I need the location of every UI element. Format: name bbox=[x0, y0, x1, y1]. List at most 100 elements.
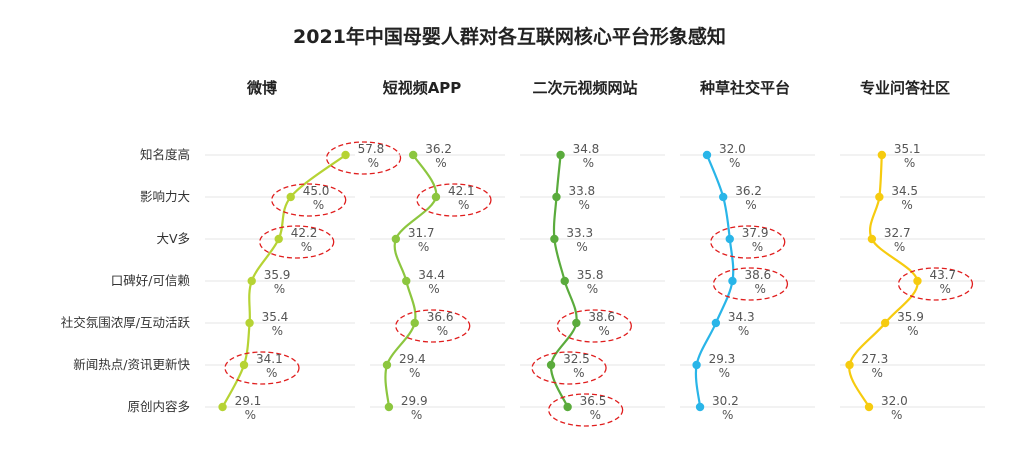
data-point bbox=[556, 150, 565, 160]
panel-title: 种草社交平台 bbox=[699, 79, 790, 97]
highlight-ellipse bbox=[531, 351, 607, 385]
data-label: 36.2 bbox=[425, 142, 452, 156]
data-label-unit: % bbox=[598, 324, 609, 338]
data-label-unit: % bbox=[901, 198, 912, 212]
highlight-ellipse bbox=[710, 225, 786, 259]
data-label: 42.2 bbox=[291, 226, 318, 240]
data-point bbox=[391, 234, 401, 244]
data-point bbox=[410, 318, 419, 328]
data-label-unit: % bbox=[313, 198, 324, 212]
highlight-ellipse bbox=[897, 267, 974, 301]
data-point bbox=[274, 234, 283, 244]
data-label-unit: % bbox=[576, 240, 587, 254]
row-label: 影响力大 bbox=[140, 189, 190, 204]
data-label: 33.3 bbox=[566, 226, 593, 240]
data-point bbox=[845, 360, 854, 370]
data-label-unit: % bbox=[435, 156, 446, 170]
data-label-unit: % bbox=[583, 156, 594, 170]
data-point bbox=[546, 360, 556, 370]
data-label-unit: % bbox=[891, 408, 902, 422]
data-label-unit: % bbox=[729, 156, 740, 170]
highlight-ellipse bbox=[224, 351, 300, 385]
data-label-unit: % bbox=[578, 198, 589, 212]
row-label: 原创内容多 bbox=[127, 399, 190, 414]
row-label: 口碑好/可信赖 bbox=[111, 273, 191, 288]
data-label: 57.8 bbox=[358, 142, 385, 156]
data-point bbox=[245, 318, 254, 328]
data-point bbox=[880, 318, 890, 328]
data-point bbox=[560, 276, 569, 286]
data-label-unit: % bbox=[274, 282, 285, 296]
data-label: 34.1 bbox=[256, 352, 283, 366]
data-label: 36.2 bbox=[735, 184, 762, 198]
data-point bbox=[867, 234, 877, 244]
data-point bbox=[864, 402, 874, 412]
data-label: 34.4 bbox=[418, 268, 445, 282]
data-label: 34.5 bbox=[891, 184, 918, 198]
data-label-unit: % bbox=[907, 324, 918, 338]
data-label-unit: % bbox=[894, 240, 905, 254]
data-label: 30.2 bbox=[712, 394, 739, 408]
data-label-unit: % bbox=[428, 282, 439, 296]
data-point bbox=[402, 276, 411, 286]
chart-title: 2021年中国母婴人群对各互联网核心平台形象感知 bbox=[293, 26, 726, 48]
data-label: 32.5 bbox=[563, 352, 590, 366]
data-label-unit: % bbox=[458, 198, 469, 212]
highlight-ellipse bbox=[259, 225, 335, 259]
data-point bbox=[384, 402, 394, 412]
data-label: 45.0 bbox=[303, 184, 330, 198]
data-point bbox=[695, 402, 705, 412]
data-label-unit: % bbox=[722, 408, 733, 422]
data-label: 34.8 bbox=[573, 142, 600, 156]
data-label-unit: % bbox=[573, 366, 584, 380]
panel-title: 微博 bbox=[246, 79, 277, 97]
data-label-unit: % bbox=[754, 282, 765, 296]
data-label: 33.8 bbox=[568, 184, 595, 198]
highlight-ellipse bbox=[395, 309, 471, 343]
data-point bbox=[572, 318, 581, 328]
highlight-ellipse bbox=[712, 267, 789, 301]
data-point bbox=[247, 276, 256, 286]
data-point bbox=[877, 150, 887, 160]
data-label: 29.3 bbox=[709, 352, 736, 366]
data-label-unit: % bbox=[738, 324, 749, 338]
data-point bbox=[552, 192, 561, 202]
data-label: 35.8 bbox=[577, 268, 604, 282]
data-label: 38.6 bbox=[744, 268, 771, 282]
row-label: 知名度高 bbox=[140, 147, 190, 162]
data-label: 32.7 bbox=[884, 226, 911, 240]
data-label-unit: % bbox=[437, 324, 448, 338]
data-label: 37.9 bbox=[742, 226, 769, 240]
highlight-ellipse bbox=[556, 309, 632, 343]
data-label-unit: % bbox=[418, 240, 429, 254]
data-label: 35.9 bbox=[264, 268, 291, 282]
data-point bbox=[702, 150, 712, 160]
data-label: 32.0 bbox=[881, 394, 908, 408]
data-point bbox=[875, 192, 884, 202]
data-label-unit: % bbox=[752, 240, 763, 254]
panel-title: 短视频APP bbox=[383, 79, 462, 97]
data-point bbox=[409, 150, 418, 160]
data-point bbox=[550, 234, 559, 244]
data-label-unit: % bbox=[411, 408, 422, 422]
data-label-unit: % bbox=[745, 198, 756, 212]
data-point bbox=[239, 360, 249, 370]
data-label: 34.3 bbox=[728, 310, 755, 324]
data-label-unit: % bbox=[872, 366, 883, 380]
data-label: 36.6 bbox=[427, 310, 454, 324]
panel-title: 二次元视频网站 bbox=[532, 79, 637, 97]
highlight-ellipse bbox=[325, 141, 402, 175]
data-point bbox=[563, 402, 572, 412]
data-label-unit: % bbox=[368, 156, 379, 170]
data-point bbox=[286, 192, 295, 202]
data-label: 43.7 bbox=[929, 268, 956, 282]
highlight-ellipse bbox=[271, 183, 347, 217]
data-label: 32.0 bbox=[719, 142, 746, 156]
data-point bbox=[692, 360, 701, 370]
data-point bbox=[218, 402, 227, 412]
row-label: 大V多 bbox=[156, 231, 190, 246]
data-label-unit: % bbox=[245, 408, 256, 422]
data-label: 29.4 bbox=[399, 352, 426, 366]
data-point bbox=[341, 150, 350, 160]
